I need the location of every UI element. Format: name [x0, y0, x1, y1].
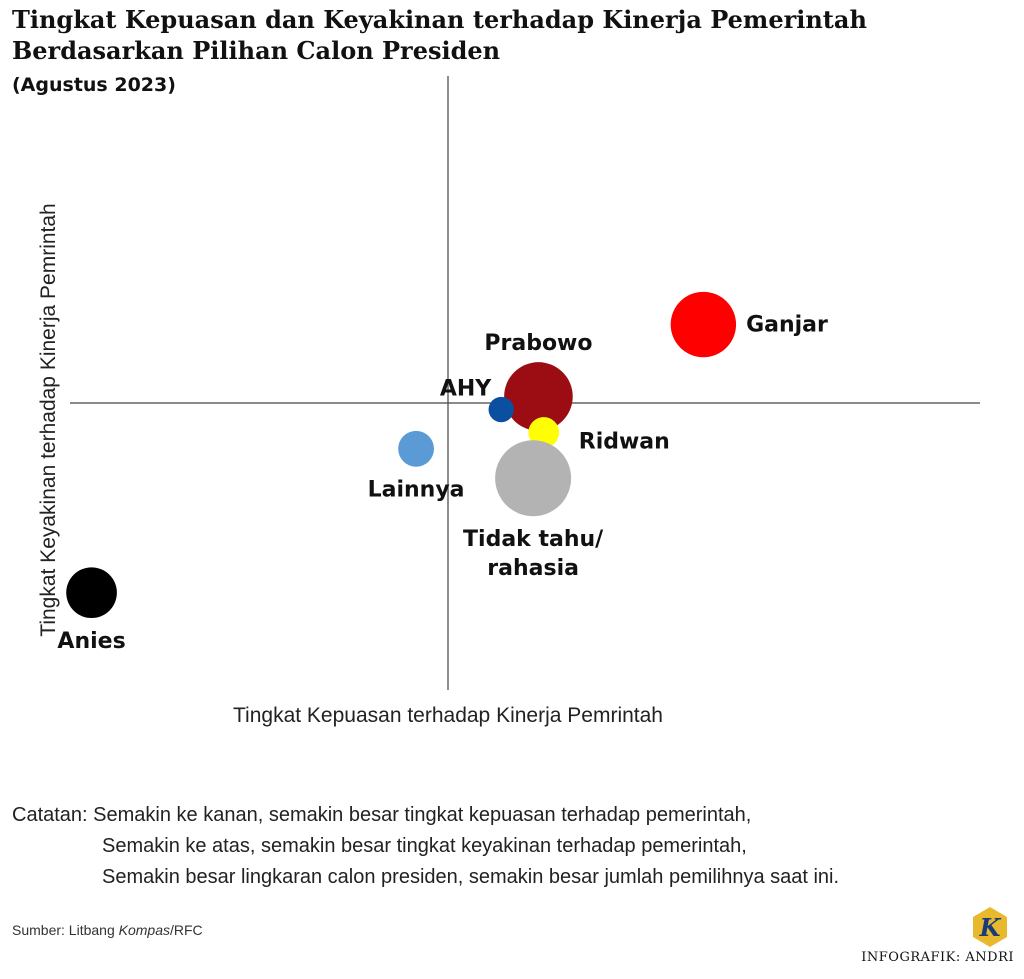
chart-point-labels: Ganjar Prabowo AHY Ridwan Tidak tahu/rahasia…: [57, 313, 828, 654]
point-ahy: [488, 396, 514, 423]
note-line-2: Semakin ke atas, semakin besar tingkat k…: [102, 835, 747, 857]
label-ahy: AHY: [440, 377, 492, 402]
source-prefix: Sumber: Litbang: [12, 922, 119, 938]
label-prabowo: Prabowo: [484, 331, 592, 356]
label-lainnya: Lainnya: [368, 478, 465, 503]
kompas-logo-icon: K: [973, 907, 1007, 947]
y-axis-label: Tingkat Keyakinan terhadap Kinerja Pemri…: [37, 203, 60, 636]
chart-title-line-2: Berdasarkan Pilihan Calon Presiden: [12, 36, 501, 65]
label-tidak-tahu: Tidak tahu/rahasia: [463, 527, 604, 581]
point-ganjar: [670, 291, 737, 358]
point-ridwan: [528, 417, 560, 448]
chart-notes: Catatan: Semakin ke kanan, semakin besar…: [12, 800, 1012, 893]
point-lainnya: [398, 430, 434, 467]
x-axis-label: Tingkat Kepuasan terhadap Kinerja Pemrin…: [233, 704, 663, 727]
note-line-1: Catatan: Semakin ke kanan, semakin besar…: [12, 804, 752, 826]
chart-title-line-1: Tingkat Kepuasan dan Keyakinan terhadap …: [12, 5, 867, 34]
point-prabowo: [504, 362, 573, 431]
logo-letter: K: [979, 913, 1002, 942]
point-anies: [66, 567, 117, 618]
source-suffix: /RFC: [169, 922, 203, 938]
label-anies: Anies: [57, 629, 125, 654]
infographic-credit: INFOGRAFIK: ANDRI: [861, 950, 1014, 965]
label-ganjar: Ganjar: [746, 313, 828, 338]
label-ridwan: Ridwan: [579, 429, 670, 454]
note-line-3: Semakin besar lingkaran calon presiden, …: [102, 866, 840, 888]
chart-subtitle: (Agustus 2023): [12, 74, 176, 96]
source-publication: Kompas: [118, 922, 170, 938]
point-tidak-tahu: [495, 440, 572, 517]
source-text: Sumber: Litbang Kompas/RFC: [12, 922, 203, 938]
chart-title: Tingkat Kepuasan dan Keyakinan terhadap …: [12, 4, 1012, 66]
chart-points: [66, 291, 737, 618]
